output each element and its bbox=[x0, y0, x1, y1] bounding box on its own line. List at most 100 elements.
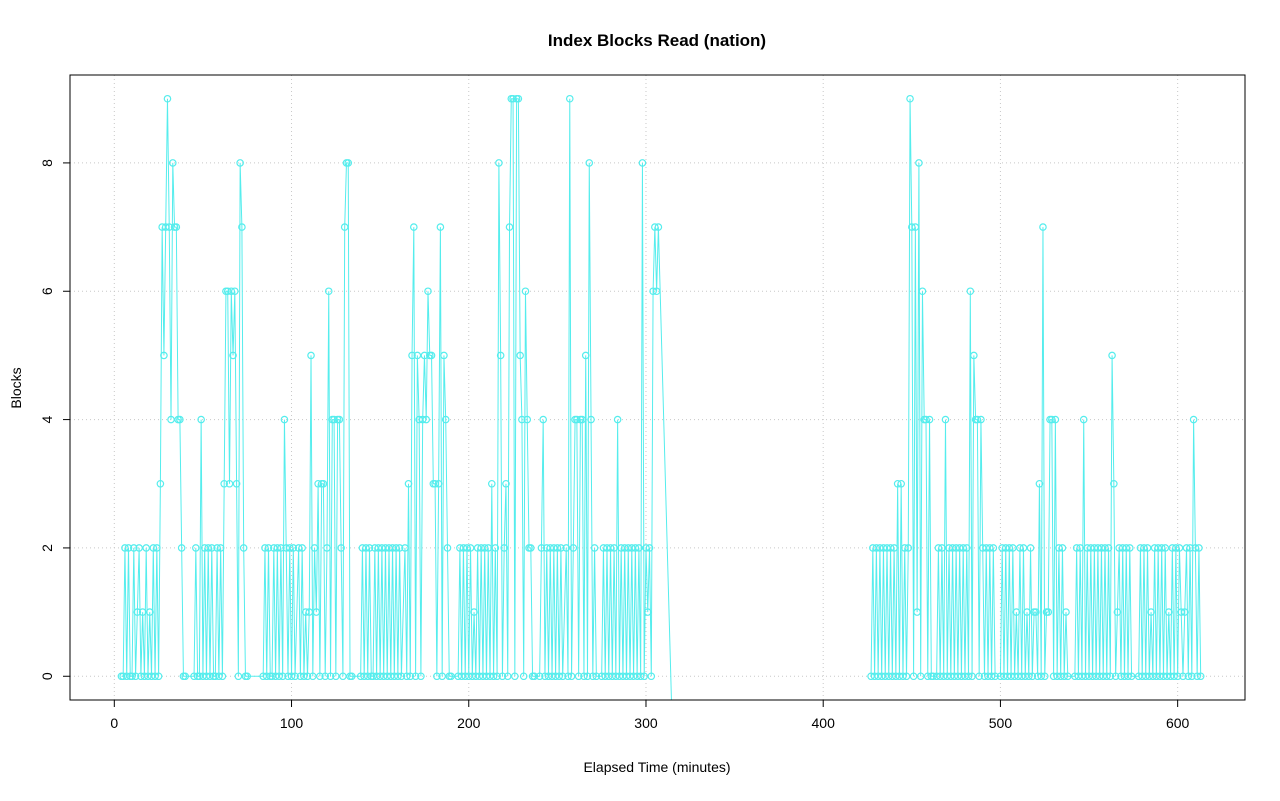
data-point bbox=[356, 672, 365, 681]
data-point bbox=[521, 287, 530, 296]
data-point bbox=[385, 544, 393, 552]
data-point bbox=[635, 544, 643, 552]
data-point bbox=[895, 672, 904, 681]
data-point bbox=[479, 672, 487, 681]
data-point bbox=[651, 223, 659, 231]
data-point bbox=[893, 479, 902, 488]
data-point bbox=[413, 351, 422, 360]
data-point bbox=[620, 544, 629, 552]
data-point bbox=[505, 223, 514, 231]
data-point bbox=[1048, 415, 1056, 424]
data-point bbox=[273, 544, 282, 552]
data-point bbox=[238, 223, 246, 231]
data-point bbox=[420, 351, 429, 360]
data-point bbox=[511, 672, 519, 681]
data-point bbox=[1177, 608, 1185, 616]
data-point bbox=[1157, 544, 1166, 552]
data-point bbox=[482, 672, 491, 681]
data-point bbox=[989, 544, 998, 552]
axis-layer: 0 100 200 300 400 500 600 0 2 4 6 8 bbox=[39, 159, 1190, 731]
data-point bbox=[310, 544, 319, 552]
data-point bbox=[383, 672, 392, 681]
data-point bbox=[262, 672, 271, 681]
data-point bbox=[142, 544, 151, 552]
data-point bbox=[1009, 544, 1017, 552]
data-point bbox=[1016, 544, 1024, 552]
data-point bbox=[923, 672, 932, 681]
data-point bbox=[312, 608, 321, 616]
data-point bbox=[147, 672, 156, 681]
data-point bbox=[1087, 544, 1095, 552]
data-point bbox=[190, 672, 198, 681]
data-point bbox=[394, 672, 402, 681]
data-point bbox=[1071, 672, 1079, 681]
data-point bbox=[192, 544, 200, 552]
data-point bbox=[365, 544, 374, 552]
data-point bbox=[943, 672, 952, 681]
data-point bbox=[456, 544, 464, 552]
data-point bbox=[604, 672, 613, 681]
data-point bbox=[1124, 672, 1132, 681]
data-point bbox=[486, 672, 494, 681]
data-point bbox=[323, 544, 331, 552]
data-point bbox=[633, 672, 641, 681]
data-point bbox=[1000, 672, 1008, 681]
data-point bbox=[638, 159, 647, 167]
data-point bbox=[599, 544, 608, 552]
data-point bbox=[603, 544, 611, 552]
data-point bbox=[160, 351, 168, 360]
data-point bbox=[590, 544, 599, 552]
data-point bbox=[424, 287, 432, 296]
data-point bbox=[539, 415, 547, 424]
data-point bbox=[300, 672, 308, 681]
data-point bbox=[282, 544, 291, 552]
x-tick-label: 0 bbox=[110, 715, 118, 731]
data-point bbox=[1195, 544, 1203, 552]
data-point bbox=[401, 544, 409, 552]
data-point bbox=[271, 672, 280, 681]
x-tick-label: 300 bbox=[634, 715, 658, 731]
data-point bbox=[911, 223, 920, 231]
data-point bbox=[1058, 544, 1067, 552]
data-point bbox=[344, 159, 353, 167]
data-point bbox=[922, 415, 930, 424]
data-point bbox=[869, 544, 877, 552]
data-point bbox=[172, 223, 181, 231]
data-point bbox=[617, 544, 625, 552]
data-point bbox=[468, 672, 477, 681]
data-point bbox=[227, 287, 236, 296]
data-point bbox=[1090, 544, 1099, 552]
data-point bbox=[135, 544, 143, 552]
data-point bbox=[1166, 672, 1175, 681]
plot-border bbox=[69, 74, 1246, 701]
data-point bbox=[580, 672, 588, 681]
data-point bbox=[130, 544, 138, 552]
data-point bbox=[991, 672, 999, 681]
data-point bbox=[1055, 544, 1063, 552]
data-point bbox=[1088, 672, 1097, 681]
data-point bbox=[955, 544, 964, 552]
data-point bbox=[1168, 544, 1177, 552]
data-point bbox=[200, 544, 209, 552]
data-point bbox=[1092, 672, 1100, 681]
data-point bbox=[962, 544, 971, 552]
data-point bbox=[647, 672, 656, 681]
data-point bbox=[1163, 672, 1171, 681]
data-point bbox=[1108, 351, 1116, 360]
data-point bbox=[163, 94, 172, 103]
data-point bbox=[408, 351, 416, 360]
data-point bbox=[1026, 544, 1035, 552]
data-point bbox=[902, 672, 911, 681]
data-point bbox=[1060, 672, 1069, 681]
data-point bbox=[1081, 672, 1090, 681]
data-point bbox=[363, 672, 372, 681]
data-point bbox=[236, 159, 244, 167]
data-point bbox=[278, 672, 287, 681]
data-point bbox=[900, 544, 909, 552]
data-point bbox=[316, 672, 324, 681]
data-point bbox=[503, 672, 512, 681]
data-point bbox=[422, 415, 431, 424]
data-point bbox=[899, 672, 907, 681]
data-point bbox=[1117, 672, 1125, 681]
data-point bbox=[541, 672, 549, 681]
